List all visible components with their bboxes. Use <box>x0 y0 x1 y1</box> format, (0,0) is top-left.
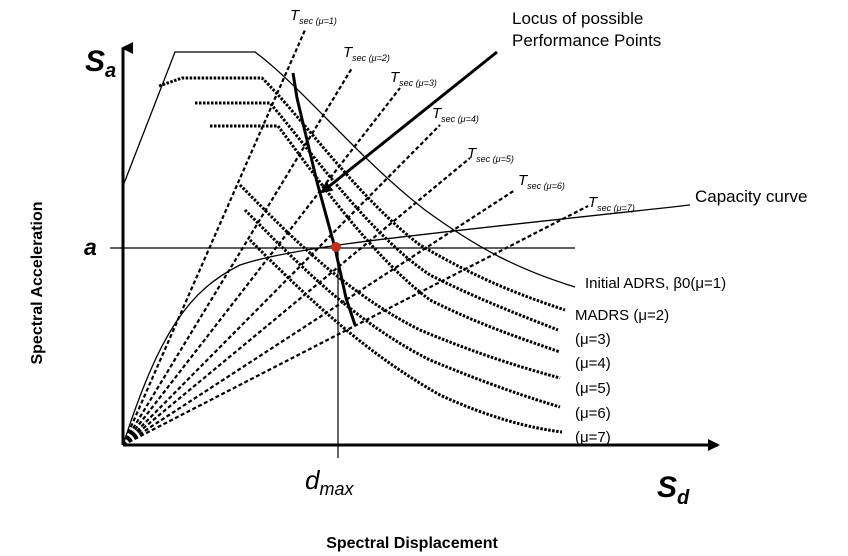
dmax-label: dmax <box>305 465 354 499</box>
demand-label-mu4: (μ=4) <box>575 355 611 372</box>
locus-pointer-arrow <box>320 50 498 194</box>
secant-line-mu3 <box>122 87 401 446</box>
demand-curve-mu5 <box>238 183 561 380</box>
capacity-curve <box>122 204 691 446</box>
demand-curve-mu4 <box>210 124 561 354</box>
secant-line-mu5 <box>122 157 471 446</box>
demand-curve-mu3 <box>195 101 559 332</box>
demand-label-mu1: Initial ADRS, β0(μ=1) <box>585 275 726 292</box>
locus-label-line1: Locus of possible <box>512 9 643 28</box>
secant-line-mu7 <box>122 205 589 446</box>
demand-label-mu2: MADRS (μ=2) <box>575 307 669 324</box>
secant-line-mu1 <box>121 29 307 446</box>
performance-points-locus <box>291 72 357 326</box>
demand-label-mu5: (μ=5) <box>575 380 611 397</box>
demand-label-mu7: (μ=7) <box>575 429 611 446</box>
secant-label-mu7: Tsec (μ=7) <box>588 194 635 213</box>
y-axis-title: Spectral Acceleration <box>29 201 46 364</box>
madrs-curve-mu2 <box>158 76 566 312</box>
capacity-curve-label: Capacity curve <box>695 187 807 206</box>
demand-curve-labels: Initial ADRS, β0(μ=1) MADRS (μ=2) (μ=3) (μ=… <box>575 275 726 446</box>
x-axis-title: Spectral Displacement <box>326 535 498 552</box>
secant-line-mu2 <box>122 67 353 446</box>
secant-label-mu4: Tsec (μ=4) <box>432 105 479 124</box>
demand-label-mu6: (μ=6) <box>575 405 611 422</box>
locus-label-line2: Performance Points <box>512 31 661 50</box>
secant-label-mu5: Tsec (μ=5) <box>467 145 514 164</box>
secant-label-mu2: Tsec (μ=2) <box>343 44 390 63</box>
a-marker-label: a <box>84 234 97 260</box>
demand-curve-mu6 <box>243 208 561 409</box>
secant-labels: Tsec (μ=1) Tsec (μ=2)Tsec (μ=3) Tsec (μ=4)… <box>290 7 635 213</box>
x-axis-symbol: Sd <box>657 471 690 509</box>
secant-line-mu6 <box>122 189 516 446</box>
initial-adrs-curve <box>122 51 576 288</box>
performance-point <box>331 242 341 252</box>
secant-label-mu1: Tsec (μ=1) <box>290 7 337 26</box>
secant-line-mu4 <box>122 124 441 446</box>
y-axis-symbol: Sa <box>85 45 116 82</box>
secant-label-mu6: Tsec (μ=6) <box>518 172 565 191</box>
secant-label-mu3: Tsec (μ=3) <box>390 69 437 88</box>
demand-curve-mu7 <box>248 238 563 434</box>
demand-label-mu3: (μ=3) <box>575 331 611 348</box>
